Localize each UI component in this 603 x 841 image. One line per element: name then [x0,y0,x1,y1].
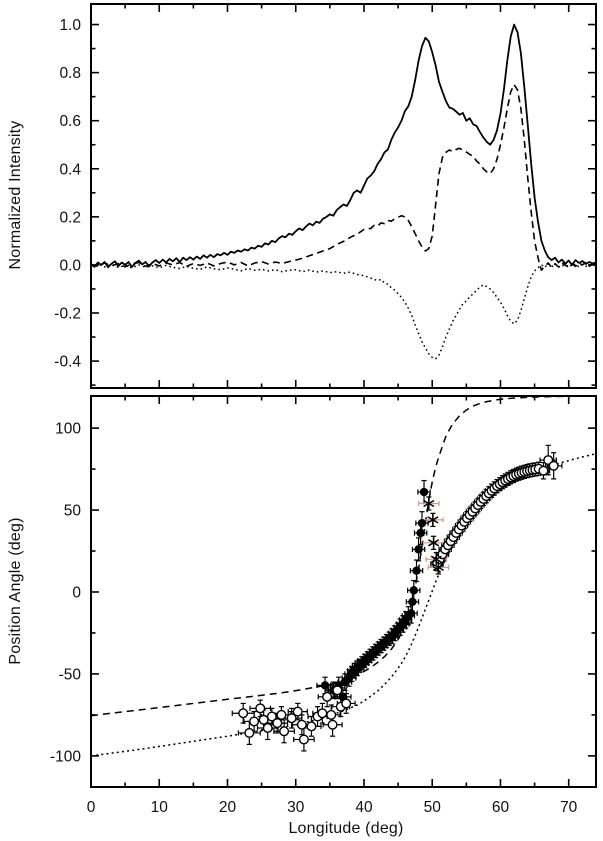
star-point [430,553,442,566]
filled-circle-point [416,528,425,538]
star-point [423,497,435,510]
tick-labels: 100 50 0 -50 -100 0 10 20 30 40 50 60 70 [50,421,578,816]
open-circle-point [255,703,266,714]
tick-label: 0 [72,584,81,601]
tick-label: 0.2 [59,209,81,226]
open-circle-point [548,460,559,471]
open-circle-point [258,714,269,725]
open-circle-point [317,708,328,719]
open-circle-point [266,711,277,722]
tick-label: 20 [219,799,237,816]
tick-label: 100 [55,421,81,438]
curves [90,23,597,360]
open-circle-point [332,685,343,696]
open-circle-point [276,709,287,720]
tick-label: -0.2 [54,306,81,323]
bottom-panel: 100 50 0 -50 -100 0 10 20 30 40 50 60 70 [50,395,597,816]
tick-label: -50 [59,666,82,683]
open-circle-point [306,721,317,732]
filled-circle-point [412,566,421,575]
tick-label: 0 [87,799,96,816]
tick-label: 0.6 [59,113,81,130]
filled-circle-point [414,545,423,554]
tick-label: 50 [424,799,442,816]
filled-circle-point [408,597,417,607]
tick-label: 40 [355,799,373,816]
ticks [90,4,596,388]
tick-label: 10 [151,799,169,816]
open-circle-point [244,727,255,738]
filled-circle-point [417,518,427,528]
total-intensity-solid [90,23,597,269]
tick-label: -0.4 [54,354,81,371]
top-panel: 1.0 0.8 0.6 0.4 0.2 0.0 -0.2 -0.4 [54,3,597,389]
open-circle-point [286,713,297,724]
open-circle-point [296,719,307,730]
tick-label: 1.0 [59,17,81,34]
circular-polarization-dotted [90,262,597,360]
open-circle-point [341,698,352,709]
tick-label: 0.0 [59,257,81,274]
tick-label: 30 [287,799,305,816]
open-circle-point [298,734,309,745]
linear-polarization-dashed [90,83,597,271]
bottom-panel-y-axis-title: Position Angle (deg) [7,517,24,665]
filled-circle-point [409,586,418,595]
tick-label: 50 [64,503,82,520]
top-panel-y-axis-title: Normalized Intensity [7,120,24,270]
open-circle-point [322,691,333,702]
star-point [428,536,440,549]
tick-label: 70 [560,799,578,816]
open-circle-point [238,708,249,719]
tick-label: 60 [492,799,510,816]
open-circle-point [292,706,303,717]
ticks [90,396,596,787]
open-circle-point [326,709,337,720]
tick-label: 0.4 [59,161,81,178]
panel-frame [90,3,597,389]
markers [238,455,559,745]
x-axis-title: Longitude (deg) [288,820,404,837]
filled-circle-point [320,681,330,690]
filled-circle-point [406,609,416,618]
open-circle-point [538,465,549,476]
tick-label: -100 [50,748,81,765]
open-circle-point [279,726,290,737]
open-circle-point [249,716,260,727]
filled-circle-point [419,487,429,497]
tick-labels: 1.0 0.8 0.6 0.4 0.2 0.0 -0.2 -0.4 [54,17,81,371]
open-circle-point [272,718,283,729]
star-point [427,513,439,526]
open-circle-point [327,719,338,730]
open-circle-point [262,723,273,734]
tick-label: 0.8 [59,65,81,82]
star-point [432,561,444,574]
